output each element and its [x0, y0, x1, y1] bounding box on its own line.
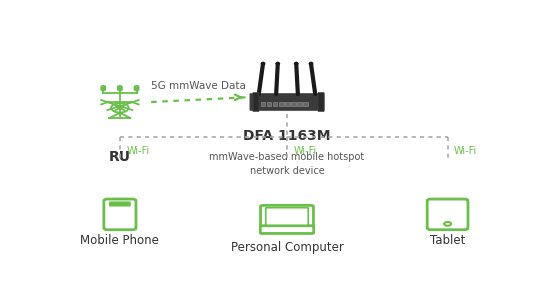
FancyBboxPatch shape — [279, 102, 283, 105]
FancyBboxPatch shape — [304, 102, 308, 105]
FancyBboxPatch shape — [291, 102, 296, 105]
Circle shape — [262, 63, 265, 64]
FancyBboxPatch shape — [427, 199, 468, 230]
Circle shape — [309, 63, 312, 64]
FancyBboxPatch shape — [260, 226, 314, 233]
Text: Wi-Fi: Wi-Fi — [454, 146, 477, 156]
FancyBboxPatch shape — [266, 208, 308, 225]
Text: Personal Computer: Personal Computer — [231, 241, 343, 254]
FancyBboxPatch shape — [261, 102, 265, 105]
FancyBboxPatch shape — [104, 199, 136, 230]
FancyBboxPatch shape — [318, 93, 324, 111]
Text: Wi-Fi: Wi-Fi — [293, 146, 317, 156]
FancyBboxPatch shape — [297, 102, 302, 105]
FancyBboxPatch shape — [260, 206, 314, 228]
Text: DFA 1163M: DFA 1163M — [243, 129, 331, 143]
FancyBboxPatch shape — [250, 93, 324, 111]
FancyBboxPatch shape — [109, 201, 130, 206]
FancyBboxPatch shape — [267, 102, 272, 105]
Circle shape — [276, 63, 279, 64]
Circle shape — [295, 63, 298, 64]
Text: 5G mmWave Data: 5G mmWave Data — [151, 81, 246, 92]
Text: Tablet: Tablet — [430, 234, 465, 247]
Text: RU: RU — [109, 150, 131, 164]
Text: mmWave-based mobile hotspot
network device: mmWave-based mobile hotspot network devi… — [209, 152, 365, 175]
Text: Wi-Fi: Wi-Fi — [127, 146, 150, 156]
FancyBboxPatch shape — [273, 102, 277, 105]
FancyBboxPatch shape — [285, 102, 290, 105]
FancyBboxPatch shape — [253, 93, 259, 111]
Text: Mobile Phone: Mobile Phone — [81, 234, 160, 247]
